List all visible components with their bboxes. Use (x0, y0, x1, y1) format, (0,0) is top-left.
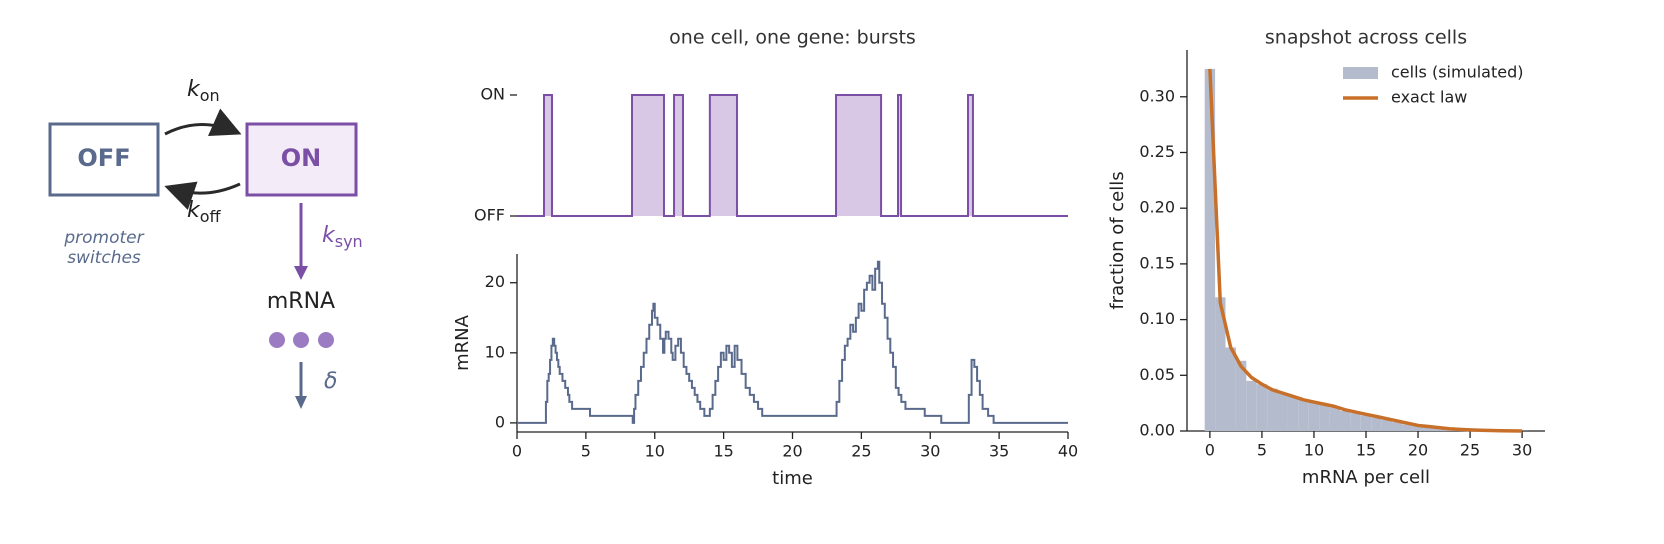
rate-syn: ksyn (322, 223, 363, 251)
x-tick-label: 0 (1205, 441, 1215, 460)
chart-title: one cell, one gene: bursts (669, 27, 916, 49)
y-axis-label: fraction of cells (1107, 171, 1128, 309)
legend-label: cells (simulated) (1391, 63, 1523, 82)
x-tick-label: 20 (782, 442, 802, 461)
y-tick-label: ON (480, 85, 505, 104)
rate-on: kon (187, 77, 220, 105)
y-tick-label: 0.30 (1139, 86, 1175, 105)
on-interval (967, 95, 973, 216)
x-tick-label: 35 (989, 442, 1009, 461)
y-tick-label: 20 (485, 272, 505, 291)
off-box (48, 122, 160, 197)
hist-bar (1319, 404, 1330, 431)
y-tick-label: OFF (474, 206, 505, 225)
decay: δ (324, 369, 337, 394)
diagram: OFF ON kon koff promoter switches ksyn m… (48, 77, 363, 409)
rate-symbol: k (187, 77, 201, 102)
hist-bar (1256, 384, 1268, 431)
legend-swatch (1343, 67, 1378, 79)
hist-bar (1308, 402, 1320, 431)
hist-bar (1392, 422, 1403, 431)
y-tick-label: 0.00 (1139, 421, 1175, 440)
arrow-head (295, 396, 307, 409)
x-tick-label: 10 (645, 442, 665, 461)
hist-bar (1423, 426, 1434, 431)
y-tick-label: 0.05 (1139, 365, 1175, 384)
rate-sub: off (200, 207, 222, 226)
y-tick-label: 0.20 (1139, 198, 1175, 217)
hist-bar (1267, 388, 1278, 431)
hist-bar (1412, 425, 1424, 431)
x-tick-label: 5 (1257, 441, 1267, 460)
y-axis-label: mRNA (452, 314, 473, 371)
caption: promoter (63, 228, 144, 248)
hist-bar (1329, 407, 1340, 431)
x-tick-label: 5 (581, 442, 591, 461)
hist-bar (1371, 417, 1382, 431)
arrow-on (164, 108, 242, 136)
x-axis-label: time (772, 468, 813, 489)
y-tick-label: 0.25 (1139, 142, 1175, 161)
legend-label: exact law (1391, 88, 1467, 107)
on-interval (898, 95, 902, 216)
hist-bar (1204, 68, 1216, 431)
x-tick-label: 20 (1408, 441, 1428, 460)
y-tick-label: 10 (485, 342, 505, 361)
on-interval (543, 95, 552, 216)
hist-bar (1225, 347, 1236, 431)
x-tick-label: 30 (920, 442, 940, 461)
x-tick-label: 30 (1512, 441, 1532, 460)
panel: snapshot across cells mRNA per cell fracti… (1107, 27, 1545, 488)
panel: one cell, one gene: bursts OFF ON (474, 27, 1068, 225)
molecule (269, 332, 285, 348)
product: mRNA (267, 289, 335, 314)
x-axis-label: mRNA per cell (1302, 467, 1430, 488)
x-tick-label: 0 (512, 442, 522, 461)
chart-title: snapshot across cells (1265, 27, 1467, 49)
on-interval (709, 95, 737, 216)
step-line (517, 94, 1068, 217)
hist-bar (1350, 413, 1361, 431)
x-tick-label: 25 (851, 442, 871, 461)
molecule (293, 332, 309, 348)
state-on: ON (281, 144, 322, 172)
rate-sub: syn (335, 232, 363, 251)
x-tick-label: 40 (1058, 442, 1078, 461)
arrow-off (164, 181, 241, 210)
hist-bar (1235, 360, 1247, 431)
y-tick-label: 0 (495, 412, 505, 431)
hist-bar (1360, 415, 1372, 431)
hist-bar (1402, 424, 1413, 431)
x-tick-label: 15 (713, 442, 733, 461)
x-tick-label: 15 (1356, 441, 1376, 460)
rate-symbol: k (322, 223, 336, 248)
hist-bar (1246, 380, 1257, 431)
arrow-head (294, 266, 308, 280)
rate-sub: on (200, 86, 220, 105)
rate-symbol: k (187, 198, 201, 223)
caption: switches (67, 248, 141, 268)
y-tick-label: 0.10 (1139, 309, 1175, 328)
panel: time mRNA 0 10 20 0 5 10 15 20 25 30 35 40 (452, 254, 1078, 489)
hist-bar (1215, 297, 1226, 431)
hist-bar (1287, 396, 1299, 431)
law-line (1208, 68, 1523, 433)
hist-bar (1381, 419, 1393, 431)
hist-bar (1298, 399, 1309, 431)
on-interval (836, 95, 882, 216)
on-box (245, 122, 358, 197)
hist-bar (1339, 410, 1351, 431)
on-interval (632, 95, 664, 216)
x-tick-label: 10 (1304, 441, 1324, 460)
step-line (517, 260, 1068, 424)
on-interval (674, 95, 683, 216)
molecule (318, 332, 334, 348)
rate-off: koff (187, 198, 222, 226)
y-tick-label: 0.15 (1139, 253, 1175, 272)
x-tick-label: 25 (1460, 441, 1480, 460)
hist-bar (1277, 393, 1288, 431)
state-off: OFF (77, 144, 130, 172)
